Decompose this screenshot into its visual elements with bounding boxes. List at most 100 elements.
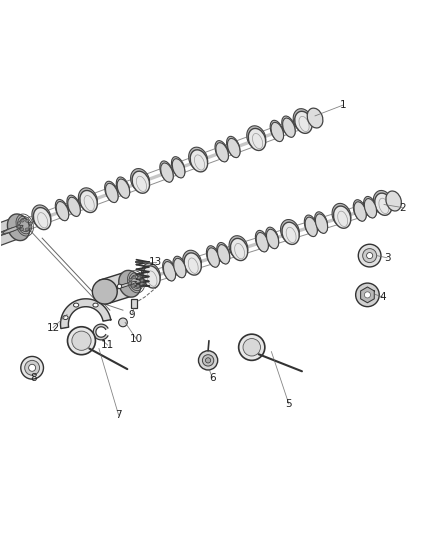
Ellipse shape xyxy=(136,285,140,287)
Ellipse shape xyxy=(281,220,299,243)
Circle shape xyxy=(198,351,218,370)
Ellipse shape xyxy=(206,246,219,267)
Circle shape xyxy=(363,248,377,263)
Circle shape xyxy=(119,318,127,327)
Ellipse shape xyxy=(56,201,69,221)
Polygon shape xyxy=(360,287,374,303)
Ellipse shape xyxy=(184,253,201,275)
Text: 10: 10 xyxy=(130,334,143,344)
Ellipse shape xyxy=(282,116,295,137)
Text: 2: 2 xyxy=(399,203,406,213)
Ellipse shape xyxy=(256,232,268,252)
Ellipse shape xyxy=(173,256,186,277)
Ellipse shape xyxy=(283,118,295,138)
Ellipse shape xyxy=(98,286,122,294)
Ellipse shape xyxy=(160,161,173,182)
Ellipse shape xyxy=(17,225,21,228)
Ellipse shape xyxy=(373,190,392,214)
Ellipse shape xyxy=(270,120,283,141)
Ellipse shape xyxy=(353,200,366,221)
Ellipse shape xyxy=(143,266,160,288)
Ellipse shape xyxy=(364,199,377,218)
Ellipse shape xyxy=(183,250,201,273)
Ellipse shape xyxy=(92,279,117,304)
Circle shape xyxy=(21,357,43,379)
Ellipse shape xyxy=(18,222,21,224)
Ellipse shape xyxy=(305,217,317,237)
Ellipse shape xyxy=(128,282,132,285)
Ellipse shape xyxy=(140,282,143,285)
Ellipse shape xyxy=(141,263,160,287)
Ellipse shape xyxy=(131,285,135,287)
Ellipse shape xyxy=(190,150,208,172)
Ellipse shape xyxy=(80,190,97,213)
Ellipse shape xyxy=(105,181,118,202)
Circle shape xyxy=(202,354,214,366)
Circle shape xyxy=(358,244,381,267)
Ellipse shape xyxy=(161,163,173,182)
Ellipse shape xyxy=(315,214,328,233)
Ellipse shape xyxy=(132,171,149,193)
Polygon shape xyxy=(0,217,23,245)
Ellipse shape xyxy=(375,193,392,215)
Ellipse shape xyxy=(68,197,80,216)
Ellipse shape xyxy=(226,136,240,157)
Ellipse shape xyxy=(163,262,176,281)
Ellipse shape xyxy=(215,141,228,161)
Text: 3: 3 xyxy=(384,253,390,263)
Ellipse shape xyxy=(131,168,150,192)
Ellipse shape xyxy=(67,195,80,216)
Ellipse shape xyxy=(119,270,141,297)
Ellipse shape xyxy=(332,204,351,227)
Ellipse shape xyxy=(0,229,14,237)
Ellipse shape xyxy=(230,238,248,261)
Ellipse shape xyxy=(162,260,176,280)
Text: 7: 7 xyxy=(115,410,122,420)
Text: 1: 1 xyxy=(340,100,347,110)
Ellipse shape xyxy=(106,284,129,292)
FancyBboxPatch shape xyxy=(131,299,137,309)
Ellipse shape xyxy=(216,143,228,162)
Polygon shape xyxy=(60,299,111,328)
Circle shape xyxy=(72,331,91,350)
Ellipse shape xyxy=(0,227,18,235)
Ellipse shape xyxy=(255,230,268,252)
Ellipse shape xyxy=(307,108,323,128)
Ellipse shape xyxy=(293,109,312,132)
Text: 13: 13 xyxy=(149,257,162,267)
Ellipse shape xyxy=(333,206,351,228)
Ellipse shape xyxy=(7,214,30,240)
Ellipse shape xyxy=(282,222,299,245)
Ellipse shape xyxy=(271,123,283,142)
Ellipse shape xyxy=(248,128,266,150)
Ellipse shape xyxy=(207,248,219,267)
Ellipse shape xyxy=(314,212,328,233)
Ellipse shape xyxy=(63,316,68,319)
Circle shape xyxy=(243,338,261,356)
Ellipse shape xyxy=(171,157,185,177)
Circle shape xyxy=(28,364,35,372)
Ellipse shape xyxy=(132,276,136,279)
Ellipse shape xyxy=(295,111,312,133)
Ellipse shape xyxy=(55,199,69,220)
Ellipse shape xyxy=(74,303,79,307)
Ellipse shape xyxy=(354,202,366,221)
Circle shape xyxy=(367,253,373,259)
Ellipse shape xyxy=(106,183,118,203)
Ellipse shape xyxy=(93,303,98,307)
Ellipse shape xyxy=(227,139,240,158)
Text: 4: 4 xyxy=(379,292,386,302)
Ellipse shape xyxy=(129,278,132,281)
Ellipse shape xyxy=(140,279,144,282)
Ellipse shape xyxy=(364,197,377,217)
Circle shape xyxy=(25,360,39,375)
Circle shape xyxy=(356,283,379,306)
Ellipse shape xyxy=(189,147,208,171)
Circle shape xyxy=(205,358,211,363)
Ellipse shape xyxy=(172,159,185,178)
Ellipse shape xyxy=(247,126,266,149)
Ellipse shape xyxy=(28,225,32,228)
Ellipse shape xyxy=(229,236,248,259)
Circle shape xyxy=(239,334,265,360)
Ellipse shape xyxy=(117,179,130,198)
